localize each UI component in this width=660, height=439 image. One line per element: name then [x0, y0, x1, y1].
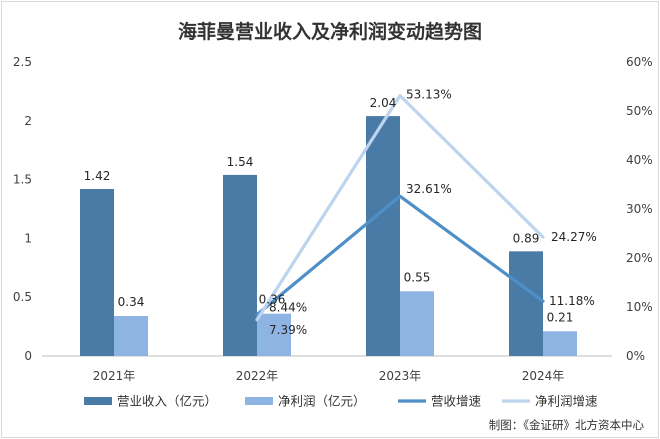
- bar-value-label: 0.89: [513, 231, 540, 245]
- legend-label: 净利润增速: [535, 394, 598, 409]
- y-right-tick-label: 30%: [626, 202, 653, 216]
- y-right-tick-label: 10%: [626, 300, 653, 314]
- bar: [114, 316, 148, 356]
- chart-credit: 制图：《金证研》北方资本中心: [489, 418, 645, 432]
- bar-value-label: 1.54: [227, 155, 254, 169]
- y-left-tick-label: 1.5: [13, 173, 32, 187]
- x-tick-label: 2021年: [93, 369, 136, 383]
- bar-value-label: 0.21: [547, 310, 574, 324]
- legend-swatch: [84, 397, 112, 405]
- bar-value-label: 0.55: [404, 270, 431, 284]
- bar: [400, 291, 434, 356]
- y-right-tick-label: 0%: [626, 349, 645, 363]
- bar-value-label: 0.36: [259, 293, 286, 307]
- x-tick-label: 2022年: [236, 369, 279, 383]
- bar: [257, 313, 291, 356]
- y-right-tick-label: 60%: [626, 55, 653, 69]
- x-tick-label: 2023年: [379, 369, 422, 383]
- legend-label: 营业收入（亿元）: [117, 394, 217, 409]
- legend-label: 营收增速: [431, 394, 482, 409]
- bar-value-label: 0.34: [118, 295, 145, 309]
- y-left-tick-label: 2: [24, 114, 32, 128]
- bar: [366, 116, 400, 356]
- line-value-label: 11.18%: [549, 294, 595, 308]
- bar-value-label: 1.42: [84, 169, 111, 183]
- bar: [80, 189, 114, 356]
- y-left-tick-label: 0.5: [13, 290, 32, 304]
- series-line: [255, 94, 545, 322]
- line-value-label: 53.13%: [406, 88, 452, 102]
- y-right-tick-label: 50%: [626, 104, 653, 118]
- line-value-label: 24.27%: [551, 230, 597, 244]
- series-line: [255, 194, 545, 317]
- x-tick-label: 2024年: [522, 369, 565, 383]
- bar: [509, 251, 543, 356]
- bar-value-label: 2.04: [370, 96, 397, 110]
- chart-title: 海菲曼营业收入及净利润变动趋势图: [178, 20, 482, 43]
- line-value-label: 7.39%: [269, 323, 307, 337]
- y-right-tick-label: 20%: [626, 251, 653, 265]
- line-value-label: 32.61%: [406, 182, 452, 196]
- bar: [223, 174, 257, 356]
- y-right-tick-label: 40%: [626, 153, 653, 167]
- legend-swatch: [245, 397, 273, 405]
- y-left-tick-label: 1: [24, 231, 32, 245]
- legend-label: 净利润（亿元）: [278, 394, 366, 409]
- y-left-tick-label: 2.5: [13, 55, 32, 69]
- line-value-label: 8.44%: [269, 301, 307, 315]
- bar: [543, 331, 577, 356]
- y-left-tick-label: 0: [24, 349, 32, 363]
